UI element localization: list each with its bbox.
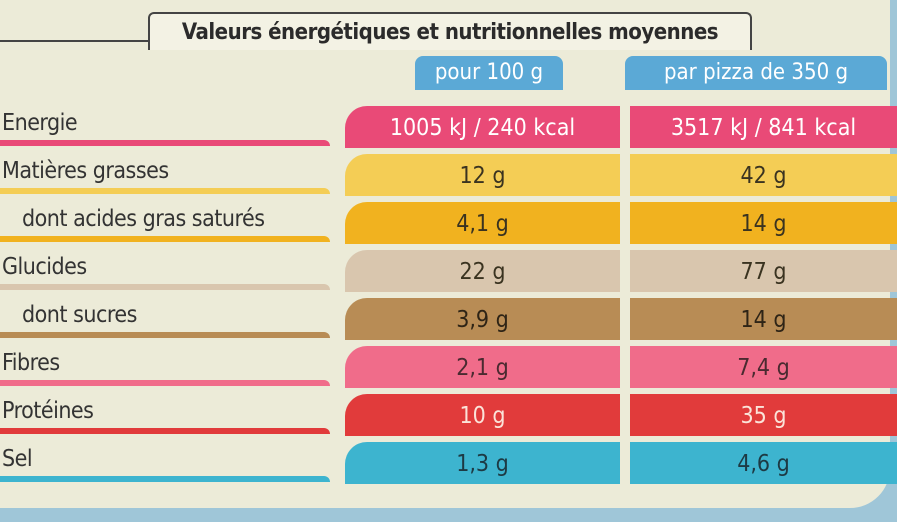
value-cell: 3517 kJ / 841 kcal — [630, 106, 897, 148]
row-underline — [0, 140, 330, 146]
nutrition-row: Glucides 22 g 77 g — [0, 250, 897, 292]
column-header: pour 100 g — [415, 56, 563, 90]
nutrition-row: dont sucres 3,9 g 14 g — [0, 298, 897, 340]
nutrition-row: Matières grasses 12 g 42 g — [0, 154, 897, 196]
value-cell: 35 g — [630, 394, 897, 436]
value-cell: 1005 kJ / 240 kcal — [345, 106, 620, 148]
nutrition-row: Sel 1,3 g 4,6 g — [0, 442, 897, 484]
column-header: par pizza de 350 g — [625, 56, 887, 90]
row-underline — [0, 284, 330, 290]
row-underline — [0, 380, 330, 386]
value-cell: 4,6 g — [630, 442, 897, 484]
value-cell: 2,1 g — [345, 346, 620, 388]
row-label: Glucides — [2, 254, 87, 280]
row-label: Matières grasses — [2, 158, 169, 184]
row-underline — [0, 188, 330, 194]
label-panel: Valeurs énergétiques et nutritionnelles … — [0, 0, 897, 508]
value-cell: 77 g — [630, 250, 897, 292]
row-label: dont sucres — [22, 302, 137, 328]
value-cell: 14 g — [630, 202, 897, 244]
row-label: Sel — [2, 446, 33, 472]
row-underline — [0, 476, 330, 482]
value-cell: 10 g — [345, 394, 620, 436]
nutrition-row: dont acides gras saturés 4,1 g 14 g — [0, 202, 897, 244]
value-cell: 7,4 g — [630, 346, 897, 388]
value-cell: 12 g — [345, 154, 620, 196]
title-rule — [0, 40, 150, 42]
nutrition-row: Fibres 2,1 g 7,4 g — [0, 346, 897, 388]
row-underline — [0, 428, 330, 434]
table-title: Valeurs énergétiques et nutritionnelles … — [148, 12, 752, 50]
nutrition-row: Protéines 10 g 35 g — [0, 394, 897, 436]
value-cell: 14 g — [630, 298, 897, 340]
row-label: Fibres — [2, 350, 60, 376]
value-cell: 22 g — [345, 250, 620, 292]
row-underline — [0, 236, 330, 242]
row-label: Energie — [2, 110, 78, 136]
nutrition-row: Energie 1005 kJ / 240 kcal 3517 kJ / 841 k… — [0, 106, 897, 148]
value-cell: 3,9 g — [345, 298, 620, 340]
value-cell: 4,1 g — [345, 202, 620, 244]
row-underline — [0, 332, 330, 338]
row-label: dont acides gras saturés — [22, 206, 265, 232]
value-cell: 42 g — [630, 154, 897, 196]
row-label: Protéines — [2, 398, 94, 424]
value-cell: 1,3 g — [345, 442, 620, 484]
